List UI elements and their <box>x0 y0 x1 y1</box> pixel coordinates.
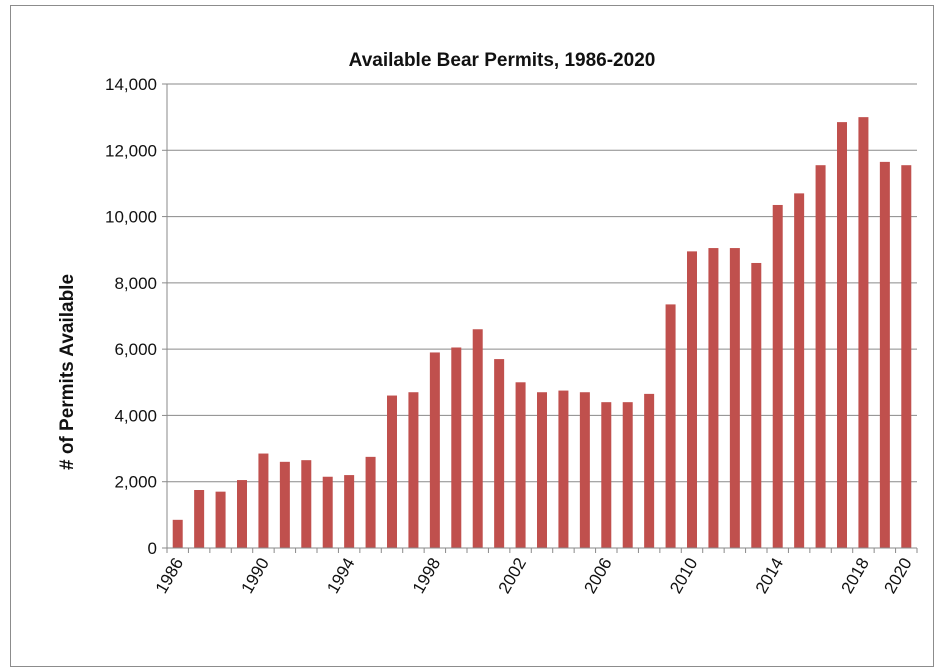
bar-2011 <box>708 248 719 549</box>
x-tick-label: 2014 <box>752 555 787 597</box>
x-tick-labels: 1986 1990 1994 1998 2002 2006 2010 2014 2018 2020 <box>152 555 916 597</box>
bar-2009 <box>665 304 676 548</box>
bar-1996 <box>387 395 397 548</box>
y-tick-label: 2,000 <box>114 473 157 492</box>
bars <box>172 117 912 549</box>
bar-2016 <box>815 165 826 548</box>
bar-1998 <box>429 352 440 548</box>
bar-2001 <box>494 359 505 548</box>
bar-2006 <box>601 402 612 548</box>
bar-2000 <box>472 329 483 548</box>
x-tick-label: 2006 <box>580 555 615 597</box>
bar-1995 <box>365 456 376 548</box>
chart-frame: Available Bear Permits, 1986-2020 # of P… <box>10 5 934 667</box>
bar-2015 <box>794 193 805 548</box>
bar-1988 <box>215 491 226 548</box>
y-tick-label: 4,000 <box>114 406 157 425</box>
bar-2008 <box>644 393 655 548</box>
axes <box>162 83 918 553</box>
bar-1994 <box>344 475 355 548</box>
bar-chart: Available Bear Permits, 1986-2020 # of P… <box>57 50 918 597</box>
x-tick-label: 1994 <box>323 555 358 597</box>
x-tick-label: 1986 <box>152 555 187 597</box>
bar-2014 <box>772 204 783 548</box>
bar-1986 <box>172 519 183 548</box>
gridlines <box>167 83 917 483</box>
x-tick-label: 1990 <box>238 555 273 597</box>
bar-1992 <box>301 460 312 548</box>
bar-2018 <box>858 117 869 549</box>
bar-1997 <box>408 392 419 548</box>
bar-1990 <box>258 453 269 548</box>
bar-2017 <box>837 122 847 548</box>
bar-1987 <box>194 490 205 548</box>
x-tick-label: 2020 <box>880 555 915 597</box>
bar-1999 <box>451 347 462 548</box>
x-tick-label: 2002 <box>495 555 530 597</box>
y-tick-label: 6,000 <box>114 340 157 359</box>
bar-2010 <box>687 251 697 548</box>
y-tick-label: 8,000 <box>114 274 157 293</box>
bar-1991 <box>279 461 290 548</box>
x-tick-label: 1998 <box>409 555 444 597</box>
bar-2003 <box>537 392 547 548</box>
bar-2002 <box>515 382 526 548</box>
bar-2013 <box>751 262 762 548</box>
bar-2012 <box>729 248 740 549</box>
x-tick-label: 2018 <box>838 555 873 597</box>
bar-2007 <box>622 402 633 548</box>
y-tick-labels: 0 2,000 4,000 6,000 8,000 10,000 12,000 14,000 <box>105 75 157 558</box>
y-tick-label: 14,000 <box>105 75 157 94</box>
x-tick-label: 2010 <box>666 555 701 597</box>
y-axis-label: # of Permits Available <box>57 274 78 470</box>
bar-2019 <box>879 161 890 548</box>
y-tick-label: 12,000 <box>105 141 157 160</box>
bar-2005 <box>579 392 590 548</box>
y-tick-label: 10,000 <box>105 208 157 227</box>
bar-1993 <box>322 476 333 548</box>
bar-2020 <box>901 165 912 548</box>
chart-title: Available Bear Permits, 1986-2020 <box>349 50 656 71</box>
bar-2004 <box>558 390 569 548</box>
y-tick-label: 0 <box>148 539 157 558</box>
bar-1989 <box>237 480 247 548</box>
